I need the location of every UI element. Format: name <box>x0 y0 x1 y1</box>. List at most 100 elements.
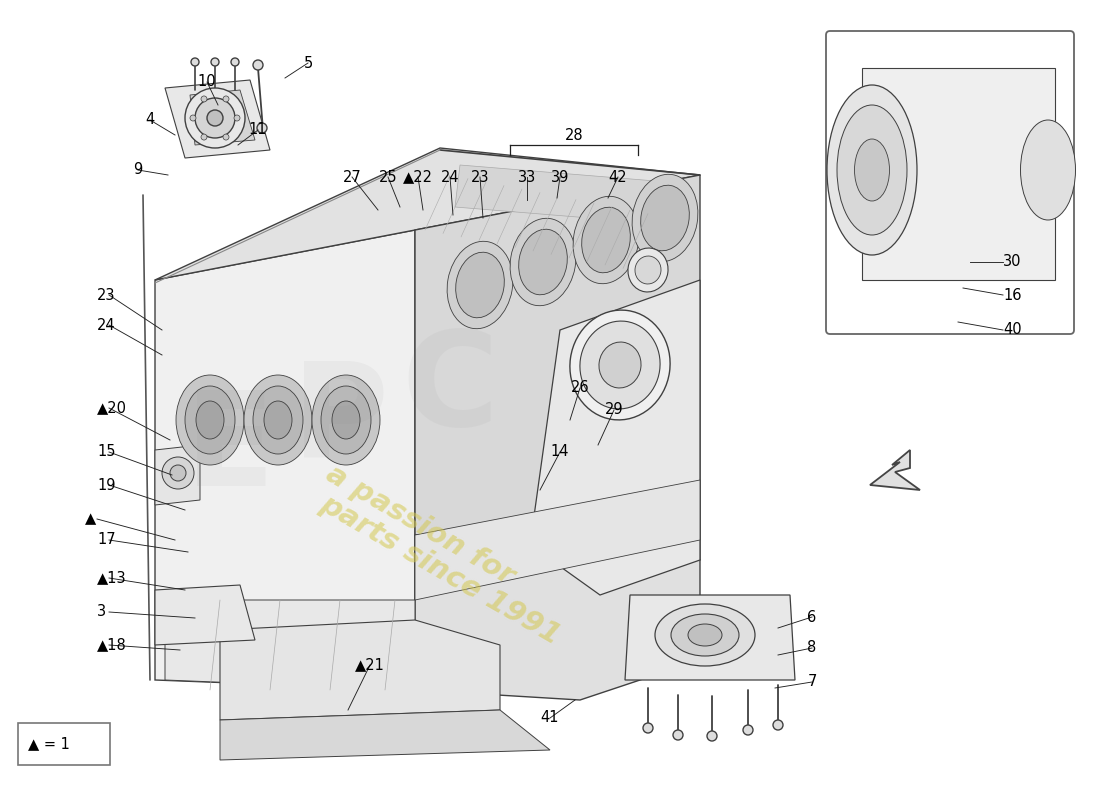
Text: 28: 28 <box>564 127 583 142</box>
Ellipse shape <box>580 321 660 409</box>
Text: 42: 42 <box>608 170 627 185</box>
Polygon shape <box>155 585 255 645</box>
Text: 3: 3 <box>97 605 106 619</box>
Text: ▲ = 1: ▲ = 1 <box>28 737 70 751</box>
Text: 14: 14 <box>551 445 570 459</box>
Ellipse shape <box>855 139 890 201</box>
Polygon shape <box>870 450 920 490</box>
Text: C: C <box>402 326 498 454</box>
Text: 27: 27 <box>342 170 362 185</box>
Polygon shape <box>155 445 200 505</box>
Ellipse shape <box>640 186 690 250</box>
Circle shape <box>185 88 245 148</box>
FancyBboxPatch shape <box>826 31 1074 334</box>
Ellipse shape <box>519 230 568 294</box>
Text: 10: 10 <box>198 74 217 90</box>
Text: 33: 33 <box>518 170 536 185</box>
Circle shape <box>195 98 235 138</box>
Text: 25: 25 <box>378 170 397 185</box>
Ellipse shape <box>573 196 639 284</box>
Text: ▲18: ▲18 <box>97 638 126 653</box>
Text: 7: 7 <box>807 674 816 690</box>
Text: 39: 39 <box>551 170 569 185</box>
Text: 29: 29 <box>605 402 624 418</box>
Ellipse shape <box>321 386 371 454</box>
Circle shape <box>201 134 207 140</box>
Ellipse shape <box>312 375 380 465</box>
Circle shape <box>234 115 240 121</box>
Ellipse shape <box>253 386 302 454</box>
Text: 26: 26 <box>571 381 590 395</box>
Text: ▲: ▲ <box>85 511 97 526</box>
Text: 23: 23 <box>97 287 116 302</box>
Text: 19: 19 <box>97 478 116 493</box>
Ellipse shape <box>244 375 312 465</box>
FancyBboxPatch shape <box>18 723 110 765</box>
Text: 24: 24 <box>97 318 116 333</box>
Polygon shape <box>165 600 415 690</box>
Ellipse shape <box>837 105 908 235</box>
Text: 9: 9 <box>133 162 143 178</box>
Polygon shape <box>415 480 700 600</box>
Polygon shape <box>220 710 550 760</box>
Text: 5: 5 <box>304 55 312 70</box>
Circle shape <box>253 60 263 70</box>
Circle shape <box>190 115 196 121</box>
Ellipse shape <box>654 604 755 666</box>
Text: 16: 16 <box>1003 287 1022 302</box>
Circle shape <box>191 58 199 66</box>
Text: ▲20: ▲20 <box>97 401 126 415</box>
Ellipse shape <box>1021 120 1076 220</box>
Circle shape <box>257 123 267 133</box>
Text: 11: 11 <box>249 122 267 138</box>
Circle shape <box>211 58 219 66</box>
Ellipse shape <box>600 342 641 388</box>
Circle shape <box>773 720 783 730</box>
Circle shape <box>644 723 653 733</box>
Polygon shape <box>155 148 700 280</box>
Ellipse shape <box>455 252 504 318</box>
Circle shape <box>223 134 229 140</box>
Polygon shape <box>165 80 270 158</box>
Polygon shape <box>415 535 700 700</box>
Text: ▲13: ▲13 <box>97 570 126 586</box>
Text: 40: 40 <box>1003 322 1022 338</box>
Ellipse shape <box>196 401 224 439</box>
Ellipse shape <box>447 242 513 329</box>
Text: parts since 1991: parts since 1991 <box>315 490 565 650</box>
Ellipse shape <box>176 375 244 465</box>
Polygon shape <box>625 595 795 680</box>
Circle shape <box>231 58 239 66</box>
Text: 17: 17 <box>97 533 116 547</box>
Text: 8: 8 <box>807 641 816 655</box>
Ellipse shape <box>264 401 292 439</box>
Polygon shape <box>455 165 680 225</box>
Ellipse shape <box>582 207 630 273</box>
Text: 24: 24 <box>441 170 460 185</box>
Text: 6: 6 <box>807 610 816 625</box>
Ellipse shape <box>628 248 668 292</box>
Polygon shape <box>415 175 700 560</box>
Circle shape <box>207 110 223 126</box>
Circle shape <box>942 284 954 296</box>
Ellipse shape <box>635 256 661 284</box>
Text: 41: 41 <box>541 710 559 726</box>
Text: 15: 15 <box>97 445 116 459</box>
Text: 30: 30 <box>1003 254 1022 270</box>
Text: P: P <box>292 357 388 483</box>
Text: 23: 23 <box>471 170 490 185</box>
Circle shape <box>162 457 194 489</box>
Circle shape <box>170 465 186 481</box>
Text: a passion for: a passion for <box>321 460 519 590</box>
Ellipse shape <box>510 218 576 306</box>
Ellipse shape <box>332 401 360 439</box>
Circle shape <box>742 725 754 735</box>
Text: ▲22: ▲22 <box>403 170 433 185</box>
Polygon shape <box>190 90 255 145</box>
Text: ▲21: ▲21 <box>355 658 385 673</box>
Circle shape <box>707 731 717 741</box>
Ellipse shape <box>185 386 235 454</box>
Polygon shape <box>220 620 500 720</box>
Ellipse shape <box>688 624 722 646</box>
Ellipse shape <box>671 614 739 656</box>
